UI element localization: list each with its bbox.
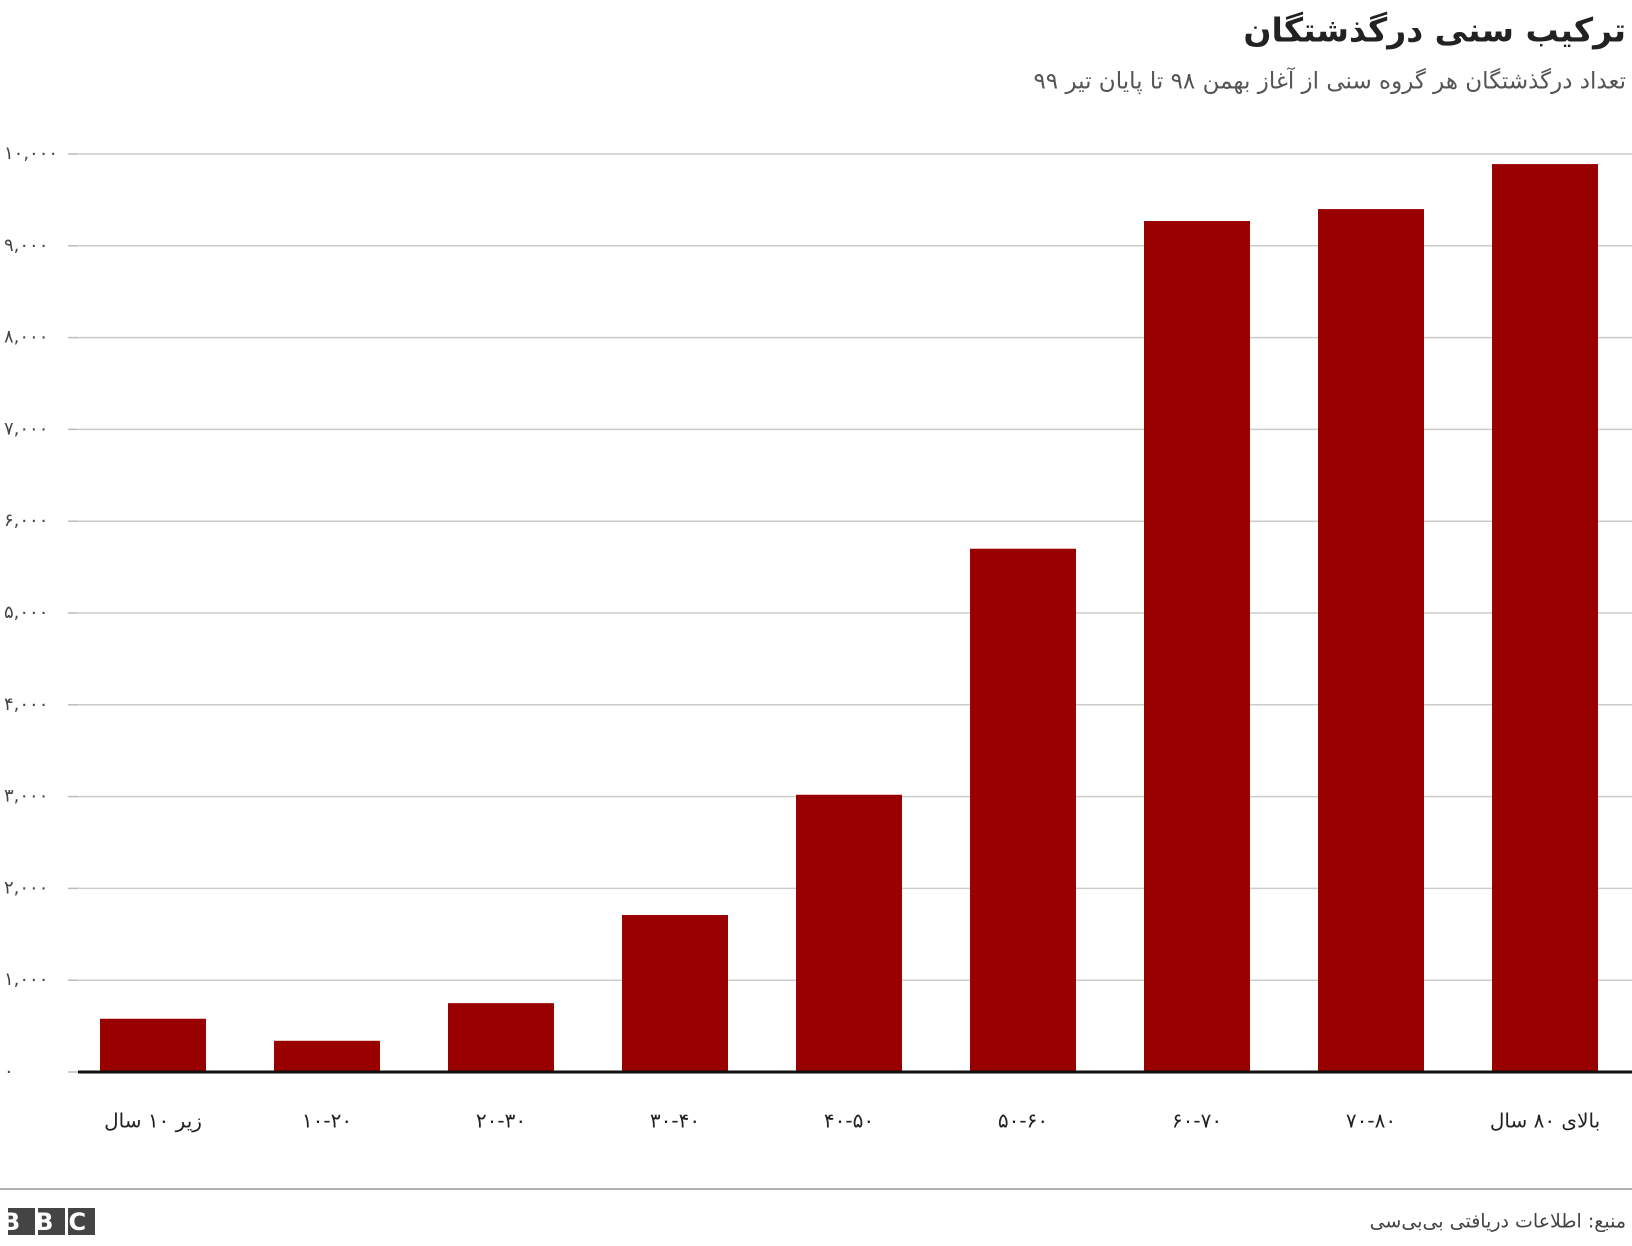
y-tick-label: ۵,۰۰۰ bbox=[4, 602, 48, 623]
bar bbox=[1318, 209, 1424, 1072]
x-tick-label: ۷۰-۸۰ bbox=[1346, 1109, 1396, 1133]
logo-box bbox=[68, 1208, 95, 1235]
y-tick-label: ۷,۰۰۰ bbox=[4, 418, 48, 439]
logo-box bbox=[38, 1208, 65, 1235]
y-tick-label: ۴,۰۰۰ bbox=[4, 694, 48, 715]
x-tick-label: ۳۰-۴۰ bbox=[650, 1109, 700, 1133]
x-tick-label: ۶۰-۷۰ bbox=[1172, 1109, 1222, 1133]
bar bbox=[448, 1003, 554, 1072]
chart-subtitle: تعداد درگذشتگان هر گروه سنی از آغاز بهمن… bbox=[1033, 67, 1626, 95]
bar bbox=[622, 915, 728, 1072]
bar bbox=[274, 1040, 380, 1072]
bar bbox=[970, 548, 1076, 1072]
x-tick-label: ۴۰-۵۰ bbox=[824, 1109, 874, 1133]
y-tick-label: ۲,۰۰۰ bbox=[4, 877, 48, 898]
y-tick-label: ۶,۰۰۰ bbox=[4, 510, 48, 531]
chart-title: ترکیب سنی درگذشتگان bbox=[1243, 11, 1626, 51]
y-tick-label: ۹,۰۰۰ bbox=[4, 235, 48, 256]
logo-text: BBC bbox=[2, 1208, 101, 1236]
x-tick-label: زیر ۱۰ سال bbox=[104, 1109, 202, 1133]
x-tick-label: بالای ۸۰ سال bbox=[1490, 1109, 1600, 1133]
logo: BBC bbox=[2, 1208, 101, 1236]
x-tick-label: ۲۰-۳۰ bbox=[476, 1109, 526, 1133]
logo-box bbox=[8, 1208, 35, 1235]
bar bbox=[1492, 164, 1598, 1072]
y-tick-label: ۳,۰۰۰ bbox=[4, 786, 48, 807]
bar bbox=[796, 794, 902, 1072]
x-tick-label: ۱۰-۲۰ bbox=[302, 1109, 352, 1133]
y-tick-label: ۰ bbox=[4, 1061, 14, 1082]
source-note: منبع: اطلاعات دریافتی بی‌بی‌سی bbox=[1370, 1211, 1626, 1233]
y-tick-label: ۸,۰۰۰ bbox=[4, 327, 48, 348]
y-tick-label: ۱۰,۰۰۰ bbox=[4, 143, 58, 164]
bar bbox=[1144, 221, 1250, 1072]
y-tick-label: ۱,۰۰۰ bbox=[4, 969, 48, 990]
x-tick-label: ۵۰-۶۰ bbox=[998, 1109, 1048, 1133]
bar bbox=[100, 1018, 206, 1072]
